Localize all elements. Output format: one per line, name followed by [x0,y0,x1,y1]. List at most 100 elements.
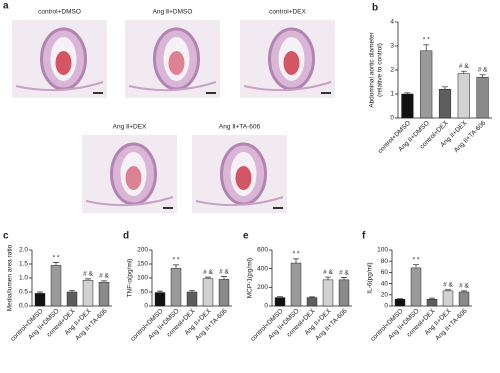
significance-label: # & [323,269,333,276]
blood [125,166,142,190]
y-tick-label: 150 [137,261,148,268]
y-tick-label: 0.5 [19,289,28,296]
error-bar [479,74,486,78]
bar [50,265,62,307]
panel-letter: d [123,231,129,242]
bar [218,279,230,307]
error-bar [404,92,411,94]
bar [410,267,422,307]
y-axis-title: (relative to control) [377,43,384,97]
tissue-strand [195,196,284,207]
error-bar [85,278,91,281]
error-bar [423,44,430,51]
significance-label: # & [339,269,349,276]
blood [235,166,252,190]
y-tick-label: 200 [257,284,268,291]
error-bar [101,280,107,283]
y-tick-label: 60 [381,269,389,276]
image-label: control+DMSO [38,9,81,16]
y-axis-title: MCP-1(pg/ml) [247,258,254,298]
bar [476,76,489,119]
error-bar [37,291,43,294]
error-bar [205,276,211,279]
y-tick-label: 400 [257,265,268,272]
y-tick-label: 2.0 [19,247,28,254]
y-axis-title: TNF-α(pg/ml) [127,259,134,298]
y-tick-label: 1.5 [19,261,28,268]
bar [66,291,78,307]
scale-bar [93,92,103,94]
y-tick-label: 50 [141,289,149,296]
tissue-strand [85,196,174,207]
bar [170,267,182,307]
image-label: control+DEX [269,9,306,16]
significance-label: * * [173,257,180,264]
error-bar [157,290,163,293]
y-tick-label: 0.0 [19,303,28,310]
y-tick-label: 0 [384,303,388,310]
blood [283,51,300,75]
scale-bar [273,207,283,209]
blood [168,51,185,75]
y-tick-label: 200 [137,247,148,254]
error-bar [397,298,403,300]
bar [458,291,470,307]
significance-label: * * [293,251,300,258]
y-axis-title: Abdominal aortic diameter [369,31,376,107]
bar [394,299,406,307]
y-tick-label: 600 [257,247,268,254]
error-bar [442,86,448,90]
significance-label: # & [478,67,488,74]
bar [154,292,166,307]
error-bar [293,258,299,264]
significance-label: * * [423,37,430,44]
y-tick-label: 20 [381,292,389,299]
y-tick-label: 0 [144,303,148,310]
scale-bar [206,92,216,94]
bar [274,297,286,307]
bar [34,293,46,307]
bar [401,93,414,119]
bar [426,299,438,307]
panel-letter: a [3,1,9,12]
significance-label: # & [443,281,453,288]
significance-label: # & [459,283,469,290]
scale-bar [163,207,173,209]
scale-bar [321,92,331,94]
bar [98,281,110,307]
image-label: Ang Ⅱ+DEX [113,124,147,131]
error-bar [445,289,451,291]
error-bar [413,264,419,268]
bar [442,290,454,307]
bar [438,88,452,119]
panel-letter: e [243,231,249,242]
image-label: Ang Ⅱ+TA-606 [219,124,261,131]
significance-label: # & [83,271,93,278]
y-tick-label: 0 [390,115,394,122]
error-bar [309,296,315,298]
y-tick-label: 4 [390,19,394,26]
y-tick-label: 40 [381,280,389,287]
tissue-strand [243,81,332,92]
error-bar [221,276,227,280]
bar [322,279,334,307]
panel-letter: f [362,231,366,242]
error-bar [325,276,331,280]
error-bar [277,296,283,298]
y-tick-label: 3 [390,43,394,50]
image-label: Ang Ⅱ+DMSO [153,9,193,16]
bar [290,262,302,307]
error-bar [173,264,179,269]
y-tick-label: 100 [377,247,388,254]
bar [420,50,433,119]
error-bar [341,277,347,280]
y-tick-label: 1 [390,91,394,98]
y-tick-label: 80 [381,258,389,265]
error-bar [460,70,467,74]
x-tick-label: control+DMSO [377,120,412,155]
y-axis-title: Media/lumen area ratio [7,244,14,311]
bar [338,279,350,307]
bar [202,278,214,307]
